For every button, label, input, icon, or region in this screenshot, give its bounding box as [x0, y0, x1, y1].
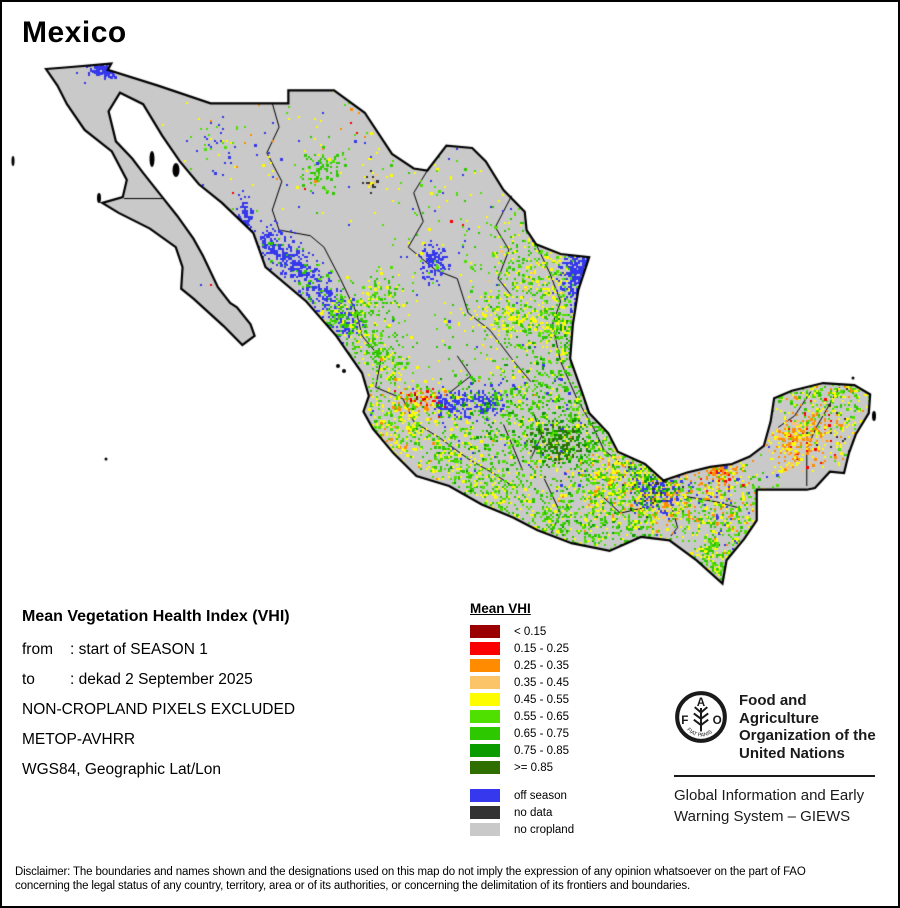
- info-heading: Mean Vegetation Health Index (VHI): [22, 608, 290, 625]
- legend-extra-list: off season no data no cropland: [470, 789, 670, 836]
- info-row-value: : dekad 2 September 2025: [70, 671, 253, 688]
- info-row: from : start of SEASON 1: [22, 640, 462, 659]
- info-line: METOP-AVHRR: [22, 731, 136, 748]
- legend-row: < 0.15: [470, 625, 670, 638]
- legend: Mean VHI < 0.15 0.15 - 0.25 0.25 - 0.35 0.3…: [470, 601, 670, 840]
- fao-logo-icon: A F O FIAT PANIS: [675, 691, 727, 743]
- legend-label: off season: [514, 789, 567, 802]
- legend-label: < 0.15: [514, 625, 547, 638]
- legend-swatch: [470, 806, 500, 819]
- legend-swatch: [470, 789, 500, 802]
- legend-class-list: < 0.15 0.15 - 0.25 0.25 - 0.35 0.35 - 0.45 0…: [470, 625, 670, 774]
- legend-swatch: [470, 710, 500, 723]
- legend-swatch: [470, 693, 500, 706]
- legend-label: 0.45 - 0.55: [514, 693, 569, 706]
- svg-text:F: F: [681, 714, 688, 727]
- legend-label: 0.75 - 0.85: [514, 744, 569, 757]
- legend-row: 0.25 - 0.35: [470, 659, 670, 672]
- info-line: WGS84, Geographic Lat/Lon: [22, 761, 222, 778]
- legend-swatch: [470, 676, 500, 689]
- fao-divider: [674, 775, 875, 777]
- legend-row: no data: [470, 806, 670, 819]
- legend-swatch: [470, 642, 500, 655]
- svg-text:FIAT PANIS: FIAT PANIS: [685, 727, 713, 739]
- giews-name: Global Information and Early Warning Syst…: [674, 787, 865, 825]
- fao-logo-row: A F O FIAT PANIS Food and Agriculture Org…: [674, 690, 884, 762]
- info-row: to : dekad 2 September 2025: [22, 670, 462, 689]
- legend-swatch: [470, 659, 500, 672]
- legend-swatch: [470, 761, 500, 774]
- legend-row: 0.15 - 0.25: [470, 642, 670, 655]
- fao-motto: FIAT PANIS: [685, 727, 713, 739]
- legend-row: 0.75 - 0.85: [470, 744, 670, 757]
- legend-swatch: [470, 625, 500, 638]
- legend-swatch: [470, 744, 500, 757]
- legend-label: 0.35 - 0.45: [514, 676, 569, 689]
- legend-title: Mean VHI: [470, 601, 531, 616]
- info-row-label: to: [22, 671, 35, 688]
- info-rows: from : start of SEASON 1 to : dekad 2 Septe…: [22, 640, 462, 779]
- legend-label: >= 0.85: [514, 761, 554, 774]
- legend-label: 0.25 - 0.35: [514, 659, 569, 672]
- page-title: Mexico: [22, 16, 127, 49]
- legend-swatch: [470, 823, 500, 836]
- info-row-value: : start of SEASON 1: [70, 641, 208, 658]
- fao-branding-block: A F O FIAT PANIS Food and Agriculture Org…: [674, 690, 884, 827]
- legend-row: off season: [470, 789, 670, 802]
- legend-row: 0.55 - 0.65: [470, 710, 670, 723]
- map-info-block: Mean Vegetation Health Index (VHI) from:…: [22, 608, 462, 790]
- info-line: NON-CROPLAND PIXELS EXCLUDED: [22, 701, 296, 718]
- svg-text:A: A: [697, 696, 706, 709]
- legend-row: 0.35 - 0.45: [470, 676, 670, 689]
- svg-text:O: O: [713, 714, 722, 727]
- legend-label: 0.65 - 0.75: [514, 727, 569, 740]
- legend-label: 0.15 - 0.25: [514, 642, 569, 655]
- legend-row: >= 0.85: [470, 761, 670, 774]
- mexico-vhi-map: [2, 2, 898, 610]
- legend-row: 0.45 - 0.55: [470, 693, 670, 706]
- legend-label: no cropland: [514, 823, 575, 836]
- disclaimer-text: Disclaimer: The boundaries and names sho…: [15, 866, 806, 892]
- legend-row: 0.65 - 0.75: [470, 727, 670, 740]
- fao-org-name: Food and Agriculture Organization of the U…: [739, 692, 876, 762]
- legend-label: 0.55 - 0.65: [514, 710, 569, 723]
- info-row-label: from: [22, 641, 53, 658]
- legend-row: no cropland: [470, 823, 670, 836]
- legend-swatch: [470, 727, 500, 740]
- legend-label: no data: [514, 806, 553, 819]
